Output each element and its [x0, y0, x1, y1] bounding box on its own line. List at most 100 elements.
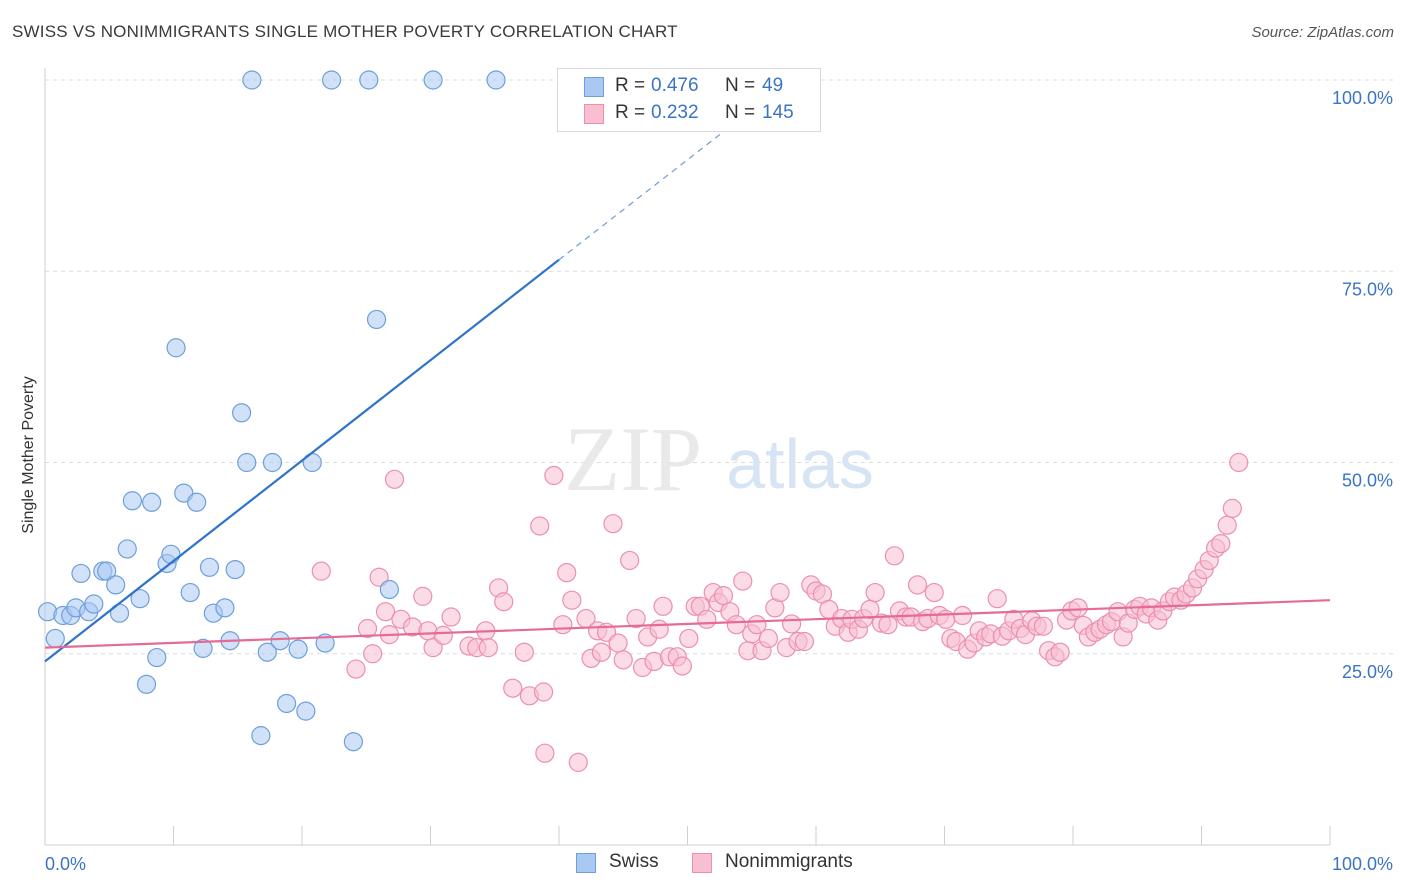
- nonimmigrants-point: [924, 582, 944, 603]
- swiss-point: [237, 452, 257, 473]
- nonimmigrants-point: [514, 642, 534, 662]
- swiss-point: [257, 642, 277, 662]
- nonimmigrants-point: [311, 561, 331, 581]
- stats-box: R = 0.476 N = 49 R = 0.232 N = 145: [557, 68, 821, 132]
- swiss-point: [142, 492, 162, 512]
- y-tick-label: 75.0%: [1342, 279, 1393, 299]
- gridlines: [45, 79, 1393, 655]
- swiss-point: [321, 70, 342, 90]
- nonimmigrants-point: [758, 628, 779, 649]
- nonimmigrants-point: [1222, 498, 1242, 518]
- swiss-point: [225, 559, 245, 580]
- swiss-point: [147, 647, 167, 668]
- nonimmigrants-point: [770, 582, 790, 603]
- nonimmigrants-point: [884, 546, 904, 566]
- n-value: 49: [762, 75, 784, 96]
- nonimmigrants-point: [557, 563, 577, 583]
- nonimmigrants-point: [478, 638, 498, 658]
- swiss-point: [276, 693, 297, 714]
- nonimmigrants-point: [413, 586, 433, 606]
- nonimmigrants-point: [363, 644, 383, 664]
- tick-labels: 25.0% 50.0% 75.0% 100.0% 0.0% 100.0%: [45, 88, 1393, 874]
- nonimmigrants-point: [936, 609, 956, 629]
- swiss-point: [122, 491, 142, 511]
- r-label: R =: [615, 102, 646, 123]
- swiss-points: [37, 70, 506, 752]
- swiss-point: [486, 70, 506, 90]
- nonimmigrants-point: [591, 642, 612, 662]
- n-label: N =: [725, 75, 756, 96]
- nonimmigrants-point: [626, 608, 646, 629]
- nonimmigrants-point: [503, 678, 523, 698]
- nonimmigrants-point: [1211, 533, 1231, 554]
- swiss-trendline-extension: [558, 129, 727, 261]
- nonimmigrants-point: [375, 602, 396, 622]
- nonimmigrants-point: [672, 656, 692, 676]
- nonimmigrants-point: [726, 615, 746, 635]
- swiss-point: [251, 726, 271, 746]
- nonimmigrants-point: [987, 589, 1007, 609]
- nonimmigrants-point: [653, 596, 673, 616]
- swiss-point: [187, 492, 207, 512]
- source-label: Source: ZipAtlas.com: [1251, 24, 1394, 41]
- nonimmigrants-trendline: [44, 599, 1331, 649]
- y-tick-label: 100.0%: [1332, 88, 1393, 108]
- nonimmigrants-point: [952, 605, 973, 626]
- axes: [44, 68, 1331, 846]
- swiss-point: [130, 589, 150, 609]
- nonimmigrants-point: [865, 582, 885, 603]
- swiss-point: [136, 674, 157, 694]
- nonimmigrants-point: [649, 619, 669, 639]
- swiss-point: [232, 403, 252, 423]
- swiss-point: [423, 70, 443, 90]
- legend-label-swiss: Swiss: [609, 851, 659, 872]
- y-tick-label: 25.0%: [1342, 662, 1393, 682]
- swiss-swatch: [584, 77, 604, 97]
- swiss-point: [242, 70, 262, 90]
- watermark: ZIP atlas: [564, 408, 874, 510]
- swiss-point: [296, 701, 316, 721]
- swiss-point: [343, 732, 363, 752]
- nonimmigrants-point: [544, 465, 564, 486]
- swiss-point: [71, 563, 91, 584]
- nonimmigrants-point: [794, 631, 815, 652]
- swiss-point: [97, 561, 117, 581]
- nonimmigrants-point: [781, 614, 802, 634]
- legend-swatch-swiss: [576, 853, 596, 873]
- nonimmigrants-point: [357, 618, 378, 639]
- swiss-point: [359, 70, 379, 90]
- swiss-trendline: [44, 258, 560, 663]
- n-label: N =: [725, 102, 756, 123]
- swiss-point: [366, 309, 387, 330]
- swiss-point: [84, 594, 104, 614]
- nonimmigrants-point: [620, 550, 640, 571]
- nonimmigrants-point: [907, 575, 928, 595]
- swiss-point: [199, 557, 220, 577]
- trendlines: [44, 129, 1331, 663]
- watermark-atlas: atlas: [726, 425, 874, 503]
- nonimmigrants-point: [553, 615, 573, 635]
- nonimmigrants-point: [1033, 616, 1054, 636]
- nonimmigrants-point: [441, 607, 461, 627]
- swiss-point: [45, 628, 65, 649]
- nonimmigrants-point: [384, 469, 405, 489]
- swiss-point: [262, 452, 283, 473]
- nonimmigrants-point: [535, 743, 555, 763]
- chart-title: SWISS VS NONIMMIGRANTS SINGLE MOTHER POV…: [12, 22, 678, 41]
- nonimmigrants-point: [713, 586, 734, 606]
- watermark-zip: ZIP: [564, 408, 702, 510]
- stats-row-swiss: R = 0.476 N = 49: [558, 75, 820, 99]
- nonimmigrants-point: [346, 659, 366, 679]
- nonimmigrants-point: [562, 590, 582, 610]
- legend-swatch-nonimmigrants: [692, 853, 712, 873]
- swiss-point: [215, 598, 235, 618]
- nonimmigrants-point: [369, 567, 389, 587]
- nonimmigrants-point: [1068, 598, 1088, 618]
- nonimmigrants-point: [533, 682, 554, 702]
- nonimmigrants-point: [530, 516, 550, 536]
- n-value: 145: [762, 102, 794, 123]
- nonimmigrants-point: [733, 571, 753, 591]
- swiss-point: [180, 582, 200, 603]
- swiss-point: [288, 639, 308, 659]
